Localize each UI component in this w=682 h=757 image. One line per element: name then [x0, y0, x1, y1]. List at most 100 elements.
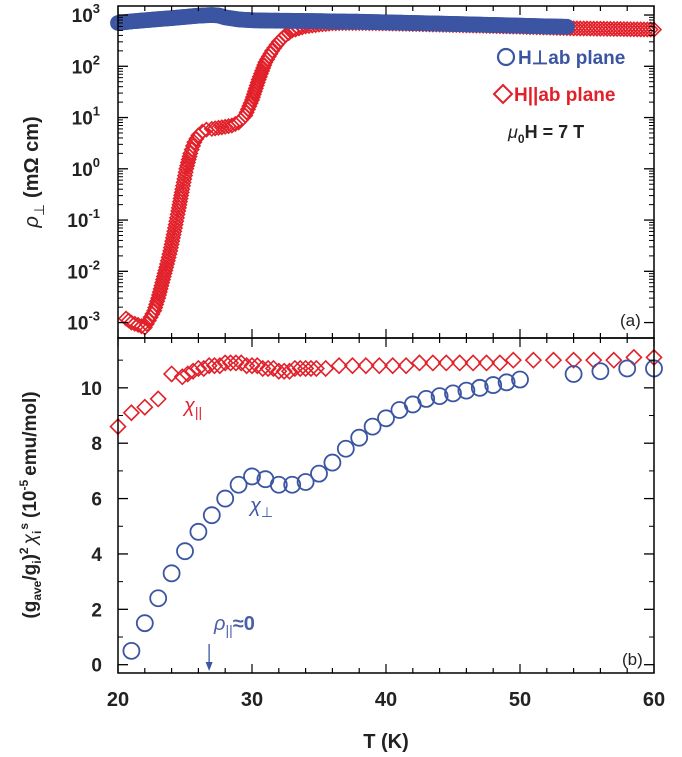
data-point: [229, 475, 248, 494]
data-point: [232, 354, 250, 372]
data-point: [259, 359, 277, 378]
data-point: [336, 439, 355, 458]
legend-label-par: H||ab plane: [514, 85, 615, 106]
data-point: [424, 354, 442, 372]
data-point: [122, 641, 141, 660]
data-point: [491, 354, 509, 372]
data-point: [544, 351, 563, 369]
data-point: [135, 614, 154, 633]
data-point: [430, 387, 449, 406]
panel-b-ticks: [117, 338, 655, 673]
panel-a-ytick-labels: 103 102 101 100 10-1 10-2 10-3: [67, 1, 100, 335]
data-point: [307, 359, 325, 378]
data-point: [323, 453, 342, 472]
ytick-label: 10: [81, 379, 102, 400]
data-point: [136, 398, 154, 416]
rho-zero-arrow: [205, 644, 213, 671]
data-point: [162, 564, 181, 583]
data-point: [310, 464, 328, 483]
data-point: [370, 357, 388, 375]
ytick-label: 103: [72, 1, 100, 27]
chi-perp-label: χ⊥: [248, 495, 273, 520]
data-point: [343, 357, 362, 375]
field-label: μ0H = 7 T: [507, 122, 584, 146]
panel-a-ylabel-sub: ⊥: [31, 204, 47, 216]
data-point: [202, 506, 221, 525]
data-point: [377, 409, 395, 428]
field-rest: H = 7 T: [525, 122, 585, 142]
panel-b-xtick-labels: 20 30 40 50 60: [107, 689, 665, 711]
data-point: [189, 359, 208, 378]
panel-b-plot-area: [109, 348, 663, 660]
data-point: [243, 357, 261, 375]
panel-b-ytick-labels: 0 2 4 6 8 10: [81, 379, 103, 677]
panel-b-ylabel: (gave/gi)2χis(10-5emu/mol): [17, 391, 44, 618]
data-point: [296, 359, 315, 378]
data-point: [639, 21, 656, 38]
data-point: [363, 417, 382, 436]
panel-a: 103 102 101 100 10-1 10-2 10-3 ρ⊥ (mΩ cm) H⊥ab …: [21, 1, 663, 339]
ytick-label: 8: [91, 434, 102, 455]
legend-label-perp: H⊥ab plane: [518, 48, 625, 69]
data-point: [511, 370, 529, 389]
data-point: [179, 365, 197, 383]
data-point: [296, 473, 315, 491]
data-point: [184, 362, 202, 380]
data-point: [162, 365, 181, 383]
panel-a-tag: (a): [620, 311, 641, 330]
ytick-label: 10-2: [67, 257, 100, 283]
ytick-label: 2: [91, 600, 102, 621]
panel-b: 0 2 4 6 8 10 20 30 40 50 60 (gave/gi)2χis(10-5emu…: [17, 337, 665, 753]
data-point: [217, 118, 234, 135]
data-point: [302, 359, 320, 378]
panel-b-tag: (b): [622, 650, 643, 669]
data-point: [504, 351, 522, 369]
field-sub: 0: [518, 132, 525, 146]
data-point: [410, 354, 429, 372]
series-chi-par: [109, 348, 663, 436]
xtick-label: 50: [509, 689, 531, 711]
data-point: [227, 354, 245, 372]
data-point: [195, 359, 213, 378]
ytick-label: 0: [91, 656, 102, 677]
data-point: [330, 357, 348, 375]
data-point: [384, 357, 402, 375]
rho-zero-label: ρ||≈0: [213, 613, 255, 638]
data-point: [457, 381, 476, 400]
data-point: [470, 378, 489, 397]
data-point: [357, 357, 375, 375]
data-point: [122, 404, 141, 422]
panel-a-ticks: [117, 6, 655, 338]
data-point: [642, 21, 659, 38]
data-point: [149, 390, 167, 408]
series-chi-perp: [122, 359, 663, 660]
data-point: [497, 373, 516, 392]
panel-a-ylabel: ρ⊥ (mΩ cm): [21, 116, 47, 228]
panel-a-ylabel-units: (mΩ cm): [21, 116, 43, 198]
ytick-label: 10-1: [67, 206, 100, 232]
data-point: [283, 475, 302, 494]
data-point: [275, 362, 293, 380]
data-point: [149, 589, 168, 608]
xtick-label: 40: [375, 689, 397, 711]
ytick-label: 102: [72, 52, 100, 78]
arrow-head: [205, 662, 213, 671]
data-point: [618, 359, 637, 378]
data-point: [564, 351, 583, 369]
data-point: [269, 475, 288, 494]
ytick-label: 10-3: [67, 309, 100, 335]
data-point: [248, 357, 266, 375]
legend-diamond-marker: [492, 83, 514, 105]
data-point: [176, 542, 194, 561]
data-point: [564, 365, 583, 383]
panel-a-plot-area: [110, 7, 663, 336]
series-h-perp-ab: [110, 7, 575, 35]
x-axis-label: T (K): [363, 731, 409, 753]
data-point: [437, 354, 455, 372]
data-point: [477, 354, 496, 372]
data-point: [277, 27, 294, 44]
data-point: [205, 357, 224, 375]
data-point: [173, 368, 191, 386]
panel-a-ylabel-symbol: ρ: [21, 216, 43, 228]
ytick-label: 100: [72, 155, 100, 181]
